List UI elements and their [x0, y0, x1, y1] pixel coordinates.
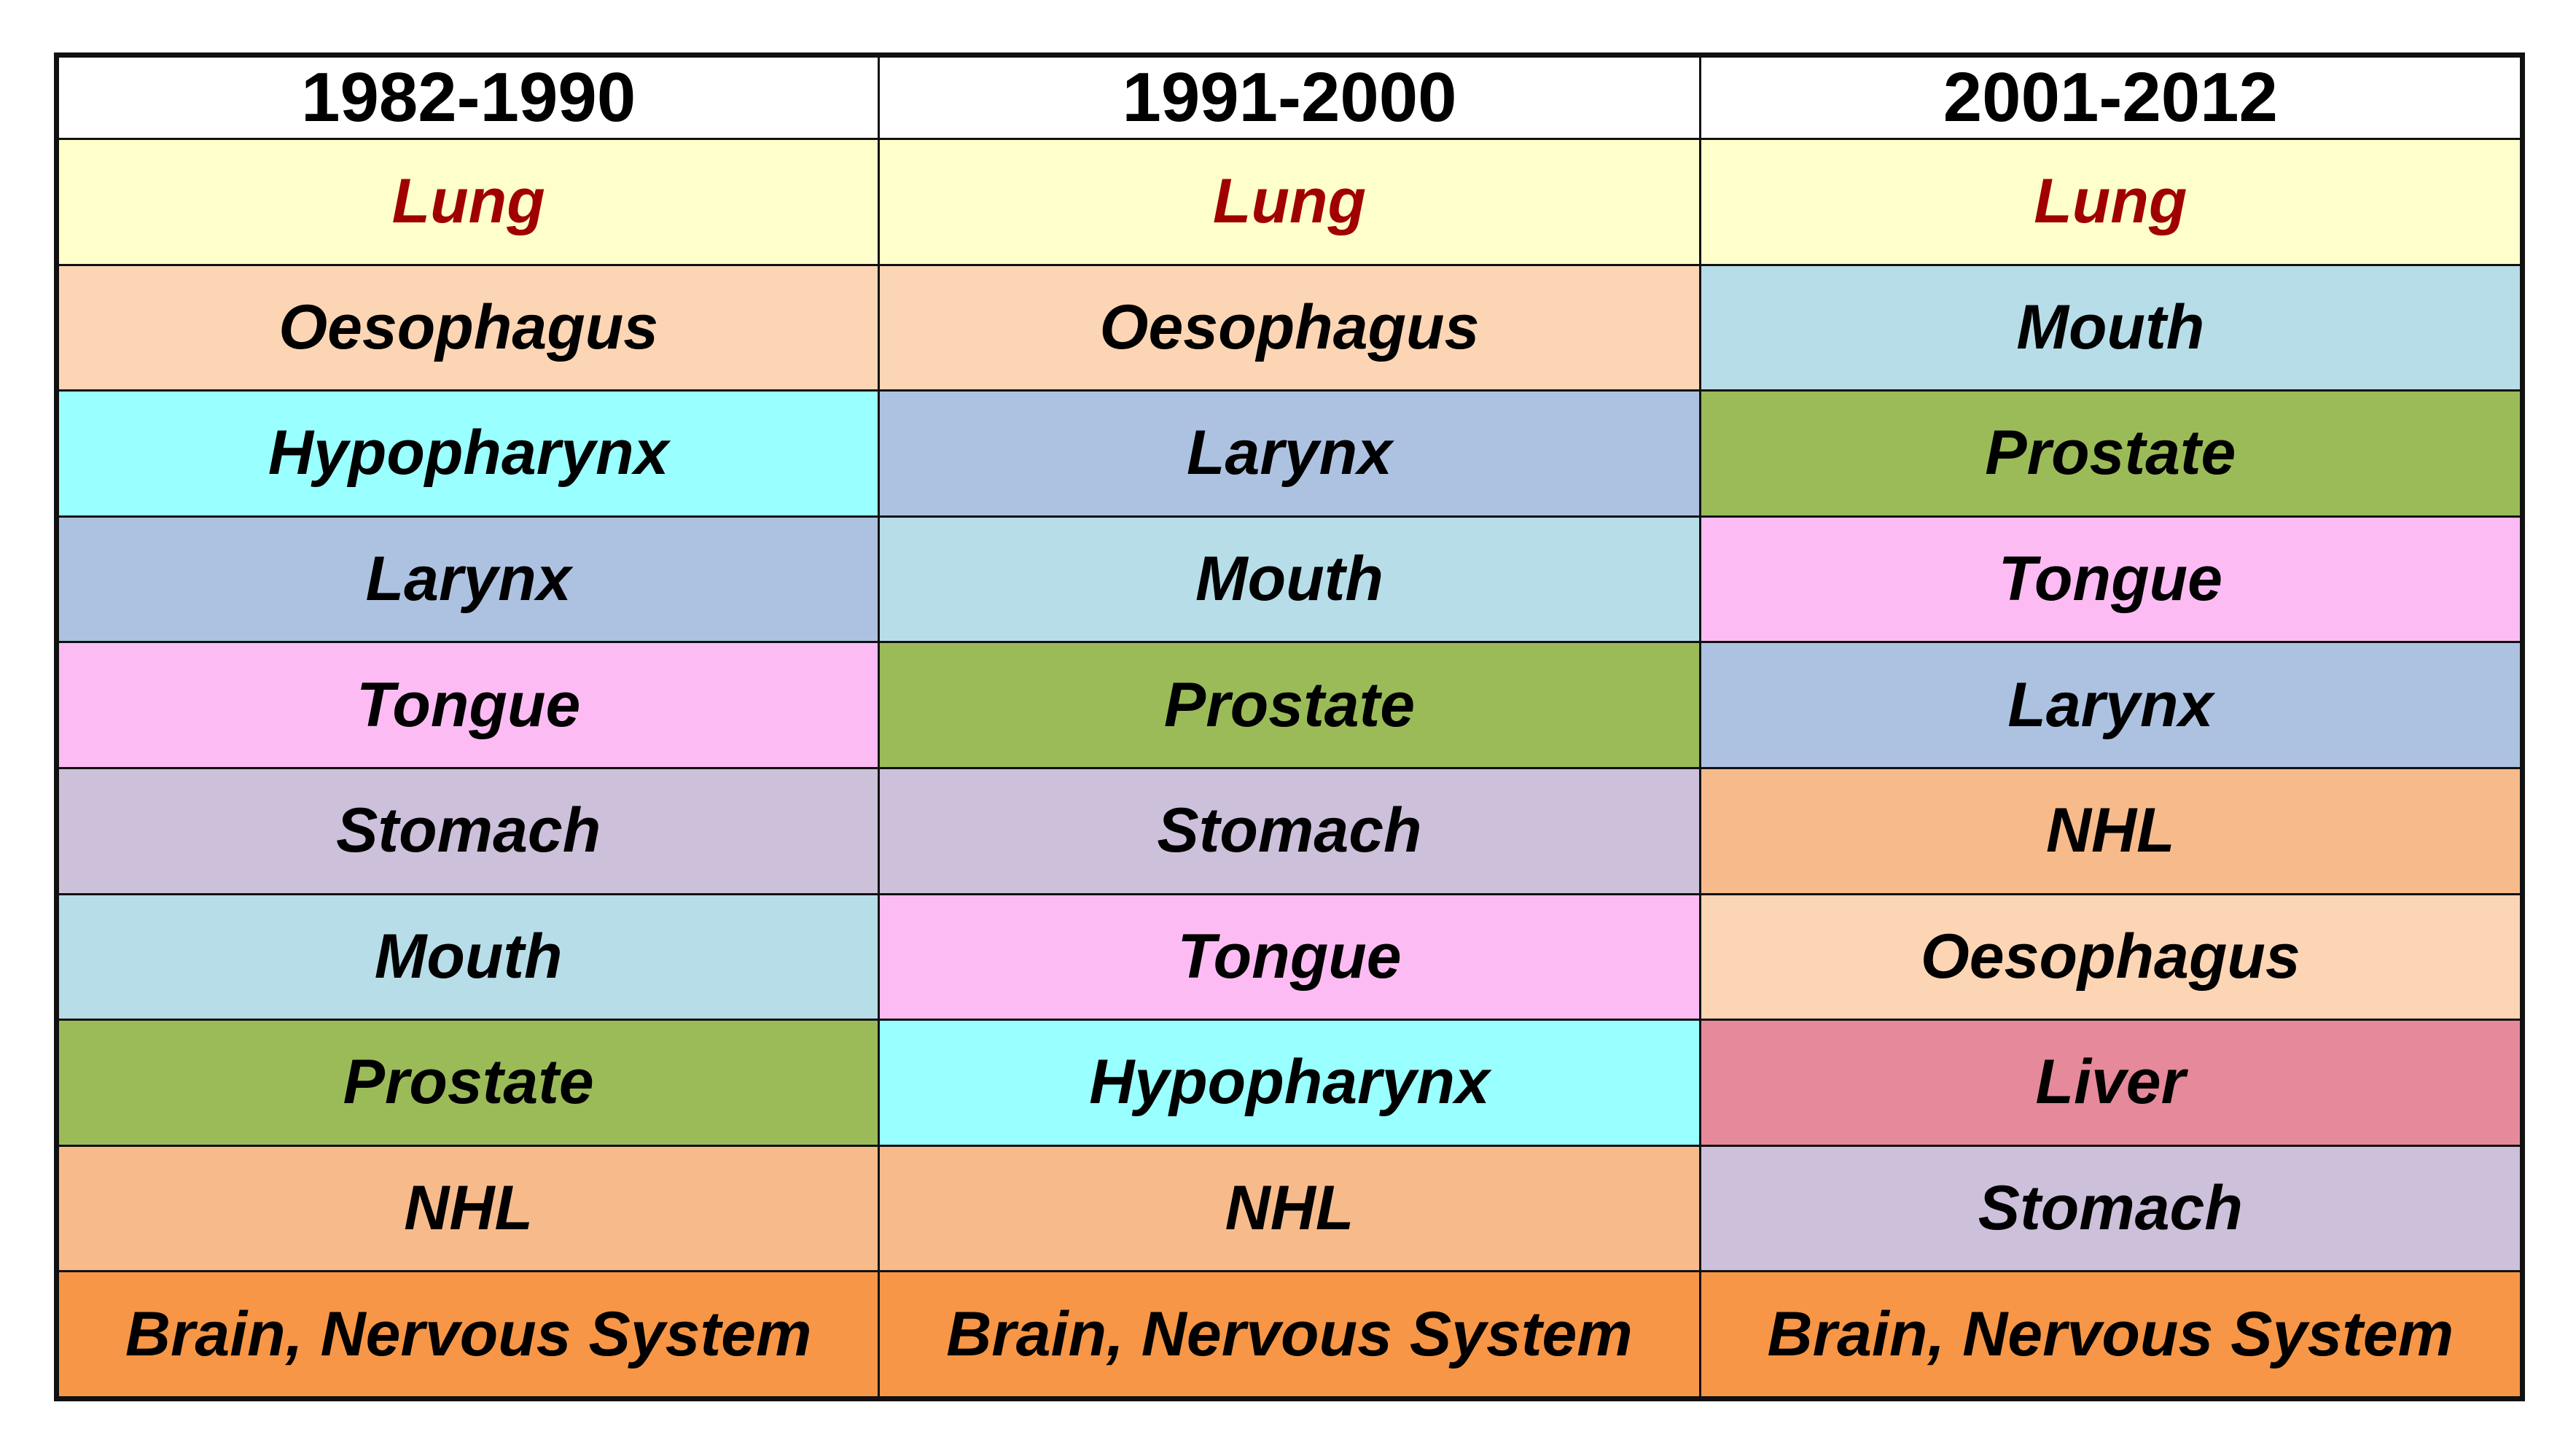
table-row: Hypopharynx Larynx Prostate — [56, 389, 2523, 518]
table-row: Prostate Hypopharynx Liver — [56, 1019, 2523, 1147]
column-header: 1991-2000 — [878, 55, 1701, 140]
table-cell: Mouth — [878, 515, 1701, 644]
table-row: NHL NHL Stomach — [56, 1144, 2523, 1273]
table-cell: Lung — [56, 138, 881, 266]
table-row: Oesophagus Oesophagus Mouth — [56, 263, 2523, 392]
table-cell: Hypopharynx — [56, 389, 881, 518]
cancer-ranking-table-container: 1982-1990 1991-2000 2001-2012 Lung Lung … — [54, 52, 2525, 1401]
table-cell: Prostate — [1698, 389, 2523, 518]
table-cell: Brain, Nervous System — [878, 1270, 1701, 1398]
column-header: 2001-2012 — [1698, 55, 2523, 140]
table-cell: Tongue — [878, 892, 1701, 1021]
table-cell: Hypopharynx — [878, 1019, 1701, 1147]
cancer-ranking-table: 1982-1990 1991-2000 2001-2012 Lung Lung … — [56, 55, 2523, 1398]
table-cell: Larynx — [56, 515, 881, 644]
table-row: Brain, Nervous System Brain, Nervous Sys… — [56, 1270, 2523, 1398]
table-cell: Oesophagus — [878, 263, 1701, 392]
table-row: Mouth Tongue Oesophagus — [56, 892, 2523, 1021]
table-cell: Liver — [1698, 1019, 2523, 1147]
table-cell: Stomach — [1698, 1144, 2523, 1273]
table-row: Lung Lung Lung — [56, 138, 2523, 266]
table-row: Tongue Prostate Larynx — [56, 641, 2523, 769]
table-cell: NHL — [1698, 766, 2523, 895]
table-cell: Prostate — [878, 641, 1701, 769]
table-cell: NHL — [56, 1144, 881, 1273]
table-row: Stomach Stomach NHL — [56, 766, 2523, 895]
header-row: 1982-1990 1991-2000 2001-2012 — [56, 55, 2523, 140]
table-cell: Lung — [878, 138, 1701, 266]
table-cell: Prostate — [56, 1019, 881, 1147]
table-row: Larynx Mouth Tongue — [56, 515, 2523, 644]
column-header: 1982-1990 — [56, 55, 881, 140]
table-cell: Mouth — [1698, 263, 2523, 392]
table-cell: Oesophagus — [1698, 892, 2523, 1021]
table-cell: Stomach — [56, 766, 881, 895]
table-cell: Mouth — [56, 892, 881, 1021]
table-cell: Stomach — [878, 766, 1701, 895]
table-cell: Brain, Nervous System — [1698, 1270, 2523, 1398]
table-cell: Tongue — [1698, 515, 2523, 644]
table-cell: Larynx — [878, 389, 1701, 518]
table-cell: NHL — [878, 1144, 1701, 1273]
table-cell: Tongue — [56, 641, 881, 769]
table-cell: Brain, Nervous System — [56, 1270, 881, 1398]
table-cell: Oesophagus — [56, 263, 881, 392]
table-cell: Lung — [1698, 138, 2523, 266]
table-cell: Larynx — [1698, 641, 2523, 769]
